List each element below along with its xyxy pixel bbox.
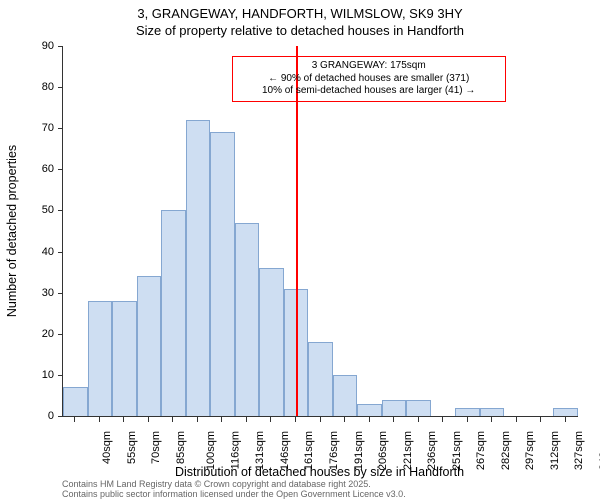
histogram-bar <box>455 408 480 416</box>
xtick-mark <box>295 417 296 422</box>
xtick-mark <box>540 417 541 422</box>
annotation-line-1: 3 GRANGEWAY: 175sqm <box>239 60 499 73</box>
histogram-bar <box>112 301 137 416</box>
xtick-mark <box>148 417 149 422</box>
histogram-bar <box>137 276 162 416</box>
chart-plot-area: 3 GRANGEWAY: 175sqm ← 90% of detached ho… <box>62 46 578 417</box>
footer-attribution: Contains HM Land Registry data © Crown c… <box>62 480 577 500</box>
histogram-bar <box>382 400 407 416</box>
xtick-mark <box>270 417 271 422</box>
page-title-1: 3, GRANGEWAY, HANDFORTH, WILMSLOW, SK9 3… <box>0 6 600 23</box>
ytick-label: 40 <box>24 246 54 258</box>
xtick-mark <box>467 417 468 422</box>
ytick-label: 30 <box>24 287 54 299</box>
chart-bars <box>63 46 578 416</box>
xtick-mark <box>491 417 492 422</box>
xtick-mark <box>197 417 198 422</box>
xtick-mark <box>442 417 443 422</box>
x-axis: 40sqm55sqm70sqm85sqm100sqm116sqm131sqm14… <box>62 417 577 465</box>
histogram-bar <box>308 342 333 416</box>
xtick-mark <box>516 417 517 422</box>
xtick-mark <box>393 417 394 422</box>
xtick-label: 85sqm <box>175 431 187 464</box>
ytick-label: 70 <box>24 122 54 134</box>
xtick-label: 55sqm <box>126 431 138 464</box>
histogram-bar <box>357 404 382 416</box>
histogram-bar <box>333 375 358 416</box>
annotation-line-2: ← 90% of detached houses are smaller (37… <box>239 73 499 86</box>
histogram-bar <box>480 408 505 416</box>
xtick-label: 40sqm <box>101 431 113 464</box>
xtick-mark <box>344 417 345 422</box>
page-title-2: Size of property relative to detached ho… <box>0 23 600 40</box>
ytick-label: 60 <box>24 163 54 175</box>
xtick-mark <box>320 417 321 422</box>
histogram-bar <box>235 223 260 416</box>
y-axis-label: Number of detached properties <box>5 145 19 317</box>
annotation-box: 3 GRANGEWAY: 175sqm ← 90% of detached ho… <box>232 56 506 102</box>
histogram-bar <box>259 268 284 416</box>
xtick-mark <box>369 417 370 422</box>
ytick-label: 0 <box>24 410 54 422</box>
histogram-bar <box>63 387 88 416</box>
x-axis-label: Distribution of detached houses by size … <box>62 465 577 479</box>
xtick-mark <box>123 417 124 422</box>
histogram-bar <box>88 301 113 416</box>
y-axis-label-wrap: Number of detached properties <box>2 46 22 416</box>
ytick-label: 10 <box>24 369 54 381</box>
histogram-bar <box>210 132 235 416</box>
xtick-label: 70sqm <box>150 431 162 464</box>
histogram-bar <box>186 120 211 416</box>
xtick-mark <box>99 417 100 422</box>
annotation-line-3: 10% of semi-detached houses are larger (… <box>239 85 499 98</box>
xtick-mark <box>221 417 222 422</box>
xtick-mark <box>565 417 566 422</box>
ytick-label: 50 <box>24 204 54 216</box>
ytick-label: 20 <box>24 328 54 340</box>
histogram-bar <box>553 408 578 416</box>
marker-line <box>296 46 298 416</box>
ytick-label: 80 <box>24 81 54 93</box>
histogram-bar <box>161 210 186 416</box>
xtick-mark <box>418 417 419 422</box>
xtick-mark <box>172 417 173 422</box>
y-axis: 0102030405060708090 <box>28 46 58 416</box>
xtick-mark <box>74 417 75 422</box>
footer-line-2: Contains public sector information licen… <box>62 490 577 500</box>
ytick-label: 90 <box>24 40 54 52</box>
histogram-bar <box>406 400 431 416</box>
xtick-label: 116sqm <box>229 431 241 469</box>
xtick-mark <box>246 417 247 422</box>
